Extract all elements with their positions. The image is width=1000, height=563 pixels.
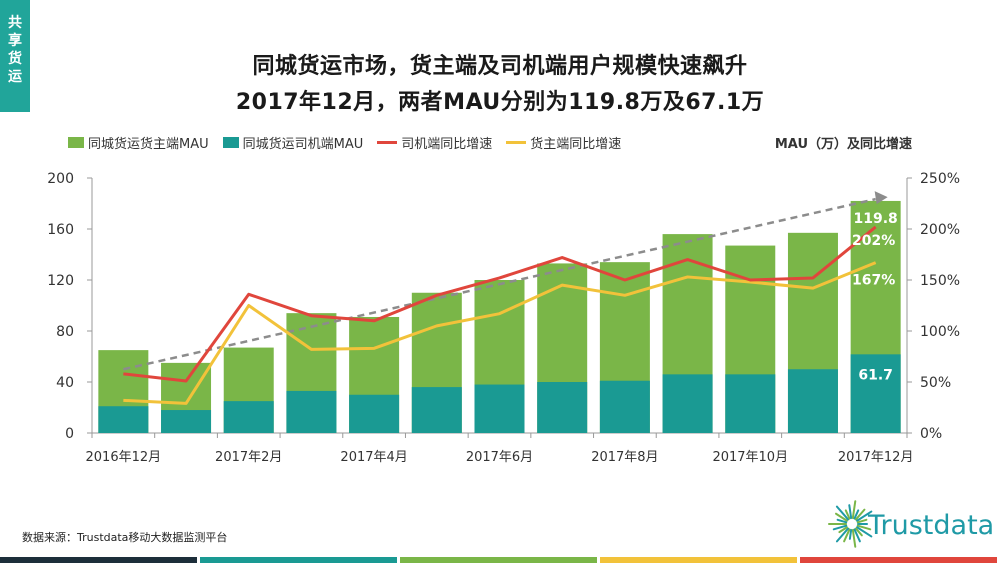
logo-ray (835, 505, 850, 521)
side-tab-char: 货 (8, 51, 22, 67)
logo-ray (856, 510, 873, 522)
legend-item-shipper-growth: 货主端同比增速 (506, 133, 621, 152)
bar-driver-mau (98, 406, 149, 433)
logo-ray (854, 527, 863, 537)
logo-ray (851, 500, 857, 520)
legend-swatch (377, 141, 398, 144)
legend-swatch (68, 137, 84, 148)
logo-ray (844, 509, 851, 520)
logo-ray (848, 504, 853, 520)
chart-subtitle: 2017年12月，两者MAU分别为119.8万及67.1万 (235, 90, 765, 115)
unit-label: MAU（万）及同比增速 (774, 137, 912, 152)
y-tick-label: 160 (47, 222, 74, 238)
logo-ray (848, 528, 853, 540)
legend-item-driver-mau: 同城货运司机端MAU (222, 133, 364, 152)
y2-tick-label: 200% (920, 222, 960, 238)
data-label-shipper-mau: 119.8 (854, 211, 898, 227)
y-tick-label: 40 (56, 375, 74, 391)
y2-tick-label: 250% (920, 171, 960, 187)
y2-tick-label: 100% (920, 324, 960, 340)
logo-ray (856, 518, 868, 524)
bottom-bar-segment (800, 557, 997, 563)
bar-driver-mau (787, 369, 838, 433)
bar-driver-mau (286, 390, 337, 433)
legend-swatch (506, 141, 527, 144)
trend-arrow-head (874, 191, 888, 205)
logo-ray (853, 528, 861, 543)
logo-ray (856, 524, 872, 531)
bar-driver-mau (161, 410, 212, 433)
legend: 同城货运货主端MAU 同城货运司机端MAU 司机端同比增速 货主端同比增速 (68, 133, 635, 152)
side-tab-char: 运 (8, 69, 22, 85)
side-tab-char: 享 (8, 33, 22, 49)
bar-driver-mau (349, 394, 400, 433)
trend-arrow-line (123, 197, 876, 371)
bar-driver-mau (474, 384, 525, 433)
logo-ray (832, 524, 848, 531)
logo-ray (843, 528, 851, 543)
logo-ray (856, 526, 873, 538)
line-shipper-growth (123, 261, 877, 405)
data-label-driver-mau: 61.7 (858, 367, 893, 383)
logo-ray (854, 508, 866, 521)
y-tick-label: 0 (65, 426, 74, 442)
logo-ray (851, 528, 857, 548)
bar-driver-mau (599, 380, 650, 433)
x-tick-label: 2016年12月 (86, 450, 162, 465)
bottom-bar-segment (0, 557, 197, 563)
legend-label: 司机端同比增速 (401, 137, 493, 152)
bar-driver-mau (223, 401, 274, 433)
logo-ray (838, 526, 848, 534)
data-label-shipper-growth: 167% (852, 273, 895, 289)
logo-ray (836, 518, 848, 524)
x-tick-label: 2017年2月 (215, 450, 282, 465)
x-tick-label: 2017年4月 (340, 450, 407, 465)
bar-driver-mau (537, 382, 588, 433)
legend-label: 货主端同比增速 (530, 137, 622, 152)
line-driver-growth (123, 225, 877, 383)
data-label-driver-growth: 202% (852, 233, 895, 249)
bottom-bar-segment (600, 557, 797, 563)
y2-tick-label: 0% (920, 426, 942, 442)
source-note: 数据来源：Trustdata移动大数据监测平台 (22, 531, 228, 544)
chart-title: 同城货运市场，货主端及司机端用户规模快速飙升 (252, 54, 748, 79)
legend-swatch (222, 137, 239, 148)
side-tab-char: 共 (8, 15, 22, 31)
x-tick-label: 2017年12月 (838, 450, 914, 465)
logo-ray (853, 509, 860, 520)
logo-text: Trustdata (868, 510, 995, 541)
bar-driver-mau (850, 354, 901, 433)
legend-item-shipper-mau: 同城货运货主端MAU (68, 133, 209, 152)
bottom-color-bar (0, 557, 1000, 563)
x-tick-label: 2017年8月 (591, 450, 658, 465)
bottom-bar-segment (400, 557, 597, 563)
trustdata-logo-icon (828, 500, 873, 548)
y-tick-label: 200 (47, 171, 74, 187)
logo-ray (835, 512, 848, 522)
legend-label: 同城货运货主端MAU (88, 137, 209, 152)
legend-item-driver-growth: 司机端同比增速 (377, 133, 492, 152)
bar-driver-mau (411, 387, 462, 433)
y-tick-label: 80 (56, 324, 74, 340)
y2-tick-label: 50% (920, 375, 951, 391)
logo-ray (835, 527, 850, 543)
y2-tick-label: 150% (920, 273, 960, 289)
x-tick-label: 2017年10月 (712, 450, 788, 465)
bar-driver-mau (662, 374, 713, 433)
bar-driver-mau (725, 374, 776, 433)
legend-label: 同城货运司机端MAU (242, 137, 364, 152)
x-tick-label: 2017年6月 (466, 450, 533, 465)
bottom-bar-segment (200, 557, 397, 563)
side-tab: 共 享 货 运 (0, 0, 30, 112)
y-tick-label: 120 (47, 273, 74, 289)
